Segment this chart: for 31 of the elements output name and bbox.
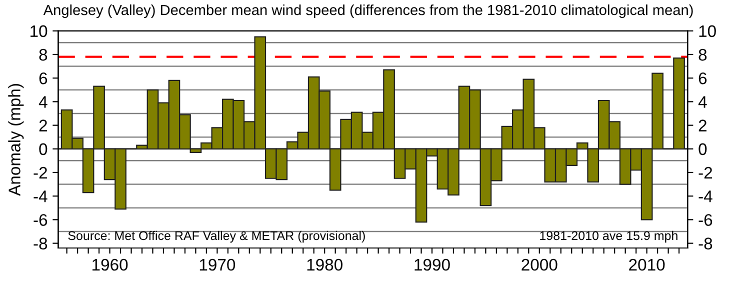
y-axis-title: Anomaly (mph) [8, 84, 24, 196]
annotation: 1981-2010 ave 15.9 mph [540, 230, 678, 243]
x-tick-label: 1990 [414, 258, 450, 271]
y2-tick-label: 2 [698, 120, 706, 132]
y2-tick-label: -8 [698, 238, 712, 250]
y-tick-label: -2 [34, 166, 47, 179]
x-tick-label: 1980 [307, 258, 342, 271]
y2-tick-label: -6 [698, 214, 712, 226]
y-tick-label: 8 [39, 48, 48, 61]
y-tick-label: 2 [39, 120, 47, 132]
y-tick-label: -8 [34, 238, 48, 250]
x-tick-label: 1960 [92, 258, 128, 271]
y2-tick-label: 10 [699, 25, 716, 38]
x-tick-label: 2010 [629, 258, 665, 271]
y2-tick-label: -4 [698, 190, 712, 202]
y-tick-label: 10 [30, 25, 48, 38]
x-tick-label: 2000 [522, 258, 558, 271]
chart-title: Anglesey (Valley) December mean wind speed (differences from the 1981-2010 climatological mean) [43, 4, 693, 18]
y-tick-label: 4 [38, 96, 48, 108]
annotation: Source: Met Office RAF Valley & METAR (provisional) [68, 230, 365, 243]
bar [673, 57, 685, 150]
y-tick-label: -6 [34, 214, 48, 226]
y2-tick-label: -2 [698, 166, 712, 179]
x-tick-label: 1970 [200, 258, 236, 271]
y2-tick-label: 0 [698, 143, 707, 156]
y-tick-label: 0 [39, 143, 48, 156]
y2-tick-label: 8 [698, 48, 707, 61]
y-tick-label: 6 [39, 72, 48, 84]
y-tick-label: -4 [34, 190, 48, 202]
y2-tick-label: 4 [698, 96, 707, 108]
y2-tick-label: 6 [698, 72, 707, 84]
